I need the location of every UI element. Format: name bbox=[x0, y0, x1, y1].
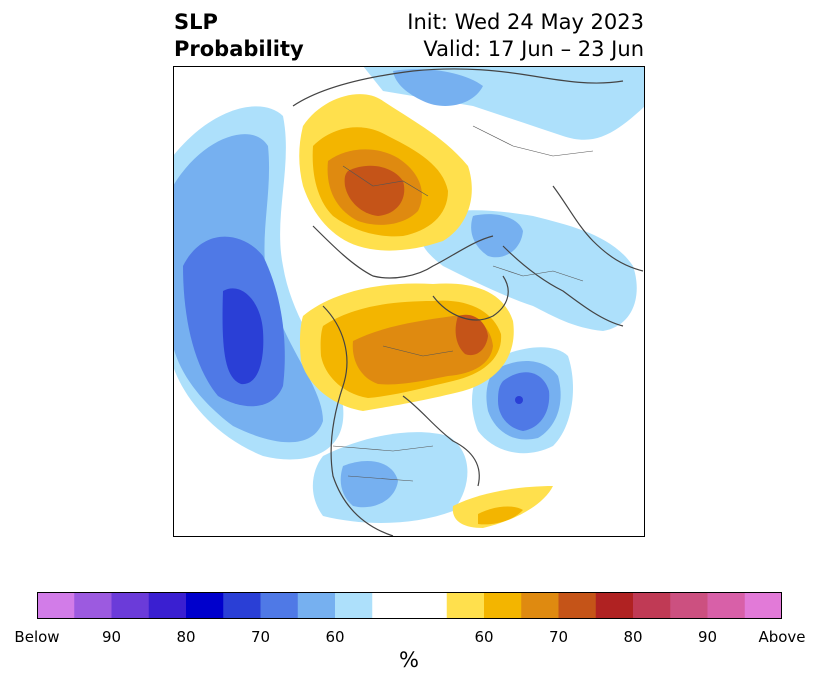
colorbar-tick-label: 80 bbox=[623, 628, 643, 646]
map-title-variable: SLP Probability bbox=[174, 9, 304, 63]
probability-map bbox=[173, 66, 645, 537]
arctic-low-anomaly bbox=[363, 66, 645, 140]
map-frame bbox=[173, 66, 645, 537]
north-america-low-anomaly bbox=[312, 432, 468, 523]
canada-high-anomaly bbox=[299, 283, 514, 411]
colorbar-below-cell bbox=[260, 592, 299, 619]
colorbar-above-cell bbox=[521, 592, 559, 619]
title-type: Probability bbox=[174, 37, 304, 61]
subtropical-atlantic-high-anomaly bbox=[452, 486, 553, 528]
colorbar-below-cell bbox=[37, 592, 75, 619]
colorbar bbox=[37, 592, 782, 619]
colorbar-tick-label: Below bbox=[14, 628, 60, 646]
colorbar-neutral-cell bbox=[372, 592, 447, 619]
colorbar-tick-label: 70 bbox=[250, 628, 271, 646]
colorbar-below-cell bbox=[148, 592, 187, 619]
pacific-low-anomaly bbox=[173, 106, 344, 460]
colorbar-above-cell bbox=[446, 592, 485, 619]
eurasia-low-anomaly bbox=[419, 210, 637, 331]
colorbar-above-cell bbox=[558, 592, 597, 619]
colorbar-tick-label: 60 bbox=[325, 628, 345, 646]
colorbar-above-cell bbox=[670, 592, 708, 619]
colorbar-above-cell bbox=[484, 592, 522, 619]
colorbar-below-cell bbox=[223, 592, 261, 619]
colorbar-above-cell bbox=[595, 592, 634, 619]
coastlines bbox=[292, 68, 644, 537]
colorbar-tick-label: 60 bbox=[474, 628, 494, 646]
map-title-dates: Init: Wed 24 May 2023 Valid: 17 Jun – 23… bbox=[407, 9, 644, 63]
colorbar-below-cell bbox=[74, 592, 112, 619]
atlantic-low-anomaly bbox=[471, 347, 573, 454]
colorbar-below-cell bbox=[297, 592, 336, 619]
colorbar-below-cell bbox=[335, 592, 373, 619]
colorbar-above-cell bbox=[707, 592, 746, 619]
colorbar-tick-label: 90 bbox=[101, 628, 122, 646]
colorbar-tick-label: Above bbox=[758, 628, 806, 646]
init-date: Init: Wed 24 May 2023 bbox=[407, 10, 644, 34]
colorbar-tick-label: 90 bbox=[697, 628, 718, 646]
colorbar-below-cell bbox=[111, 592, 150, 619]
borders bbox=[332, 125, 594, 482]
colorbar-tick-label: 70 bbox=[548, 628, 569, 646]
colorbar-tick-label: 80 bbox=[176, 628, 196, 646]
colorbar-below-cell bbox=[186, 592, 224, 619]
colorbar-above-cell bbox=[744, 592, 782, 619]
title-variable: SLP bbox=[174, 10, 218, 34]
valid-range: Valid: 17 Jun – 23 Jun bbox=[423, 37, 644, 61]
colorbar-unit: % bbox=[399, 648, 419, 672]
colorbar-above-cell bbox=[633, 592, 671, 619]
siberia-high-anomaly bbox=[299, 94, 472, 251]
